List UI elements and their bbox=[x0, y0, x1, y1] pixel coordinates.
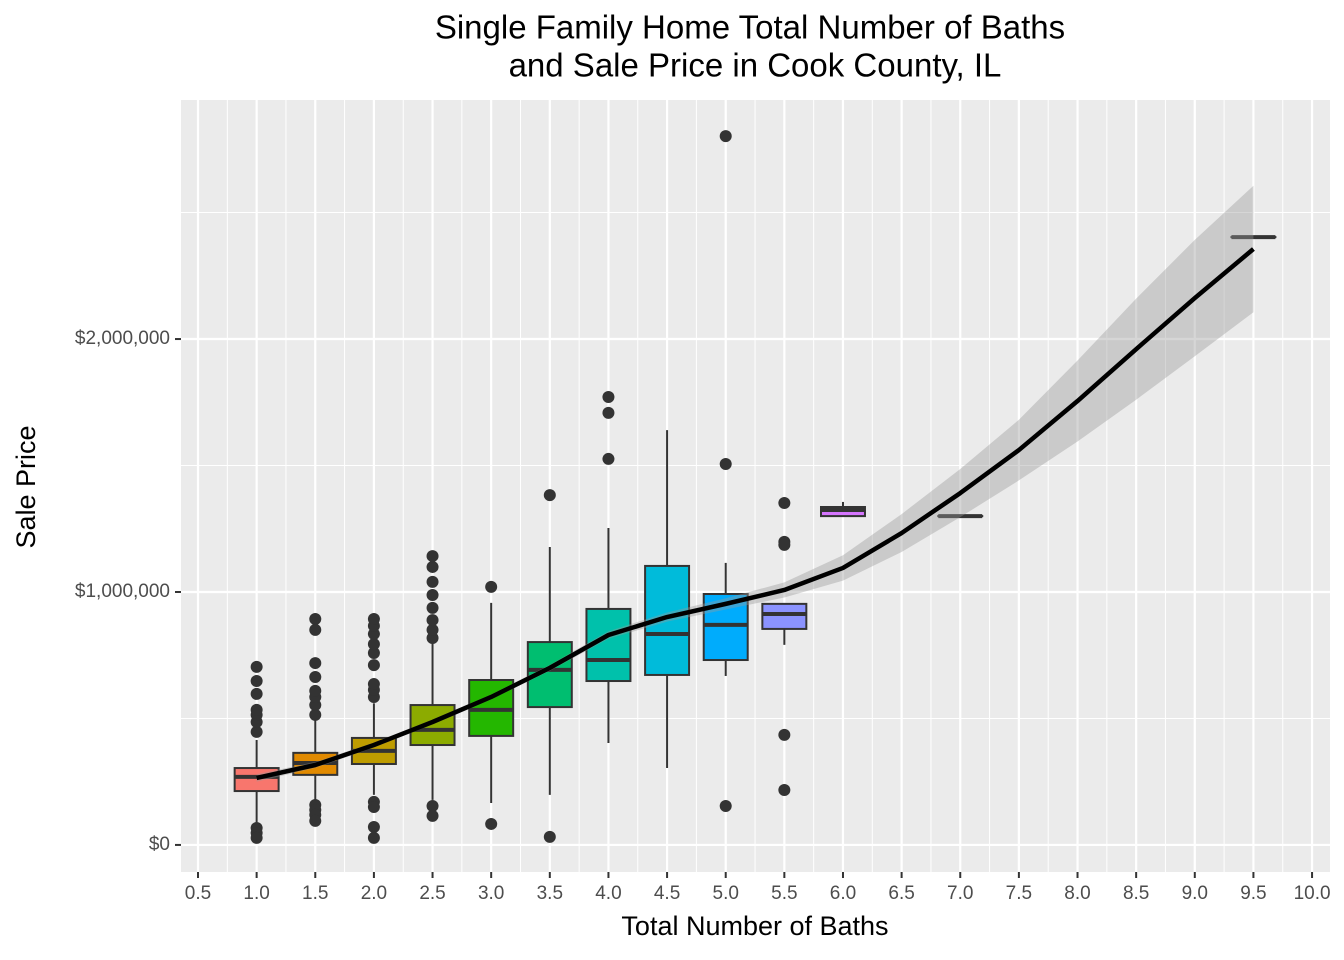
x-tick-label: 2.5 bbox=[419, 883, 445, 904]
outlier bbox=[250, 831, 263, 844]
outlier bbox=[309, 657, 322, 670]
outlier bbox=[543, 489, 556, 502]
outlier bbox=[719, 457, 732, 470]
box bbox=[526, 641, 573, 709]
outlier bbox=[309, 670, 322, 683]
outlier bbox=[367, 659, 380, 672]
x-tick-label: 7.0 bbox=[947, 883, 973, 904]
chart-title: and Sale Price in Cook County, IL bbox=[509, 47, 1002, 84]
outlier bbox=[778, 784, 791, 797]
outlier bbox=[426, 560, 439, 573]
outlier bbox=[309, 623, 322, 636]
outlier bbox=[367, 820, 380, 833]
y-tick-label: $0 bbox=[149, 834, 170, 855]
x-tick-label: 1.5 bbox=[302, 883, 328, 904]
outlier bbox=[309, 814, 322, 827]
x-tick-label: 4.5 bbox=[654, 883, 680, 904]
x-tick-label: 2.0 bbox=[361, 883, 387, 904]
outlier bbox=[426, 799, 439, 812]
outlier bbox=[426, 614, 439, 627]
outlier bbox=[778, 728, 791, 741]
chart-title: Single Family Home Total Number of Baths bbox=[435, 9, 1065, 46]
outlier bbox=[426, 623, 439, 636]
x-tick-label: 3.0 bbox=[478, 883, 504, 904]
outlier bbox=[719, 799, 732, 812]
x-tick-label: 7.5 bbox=[1006, 883, 1032, 904]
outlier bbox=[602, 390, 615, 403]
outlier bbox=[719, 130, 732, 143]
outlier bbox=[250, 687, 263, 700]
x-tick-label: 5.5 bbox=[771, 883, 797, 904]
outlier bbox=[309, 613, 322, 626]
outlier bbox=[250, 660, 263, 673]
outlier bbox=[250, 703, 263, 716]
x-tick-label: 6.5 bbox=[888, 883, 914, 904]
smooth-line bbox=[256, 247, 1255, 781]
x-tick-label: 1.0 bbox=[243, 883, 269, 904]
outlier bbox=[485, 580, 498, 593]
outlier bbox=[426, 575, 439, 588]
x-tick-label: 3.5 bbox=[537, 883, 563, 904]
outlier bbox=[367, 613, 380, 626]
outlier bbox=[778, 496, 791, 509]
outlier bbox=[367, 646, 380, 659]
x-tick-label: 0.5 bbox=[185, 883, 211, 904]
outlier bbox=[602, 406, 615, 419]
outlier bbox=[309, 684, 322, 697]
outlier bbox=[309, 708, 322, 721]
x-tick-label: 10.0 bbox=[1294, 883, 1331, 904]
outlier bbox=[426, 601, 439, 614]
box bbox=[409, 704, 456, 747]
outlier bbox=[485, 817, 498, 830]
x-tick-label: 9.5 bbox=[1240, 883, 1266, 904]
outlier bbox=[367, 638, 380, 651]
x-tick-label: 8.5 bbox=[1123, 883, 1149, 904]
outlier bbox=[543, 830, 556, 843]
x-tick-label: 6.0 bbox=[830, 883, 856, 904]
x-tick-label: 5.0 bbox=[713, 883, 739, 904]
outlier bbox=[426, 550, 439, 563]
outlier bbox=[250, 725, 263, 738]
outlier bbox=[426, 589, 439, 602]
y-tick-label: $2,000,000 bbox=[75, 328, 170, 349]
box bbox=[761, 602, 808, 630]
x-tick-label: 8.0 bbox=[1064, 883, 1090, 904]
outlier bbox=[426, 809, 439, 822]
outlier bbox=[250, 675, 263, 688]
outlier bbox=[778, 538, 791, 551]
y-axis-title: Sale Price bbox=[11, 425, 41, 548]
outlier bbox=[367, 831, 380, 844]
outlier bbox=[367, 800, 380, 813]
x-tick-label: 9.0 bbox=[1182, 883, 1208, 904]
y-tick-label: $1,000,000 bbox=[75, 581, 170, 602]
outlier bbox=[602, 452, 615, 465]
outlier bbox=[367, 678, 380, 691]
x-tick-label: 4.0 bbox=[595, 883, 621, 904]
x-axis-title: Total Number of Baths bbox=[621, 911, 888, 941]
